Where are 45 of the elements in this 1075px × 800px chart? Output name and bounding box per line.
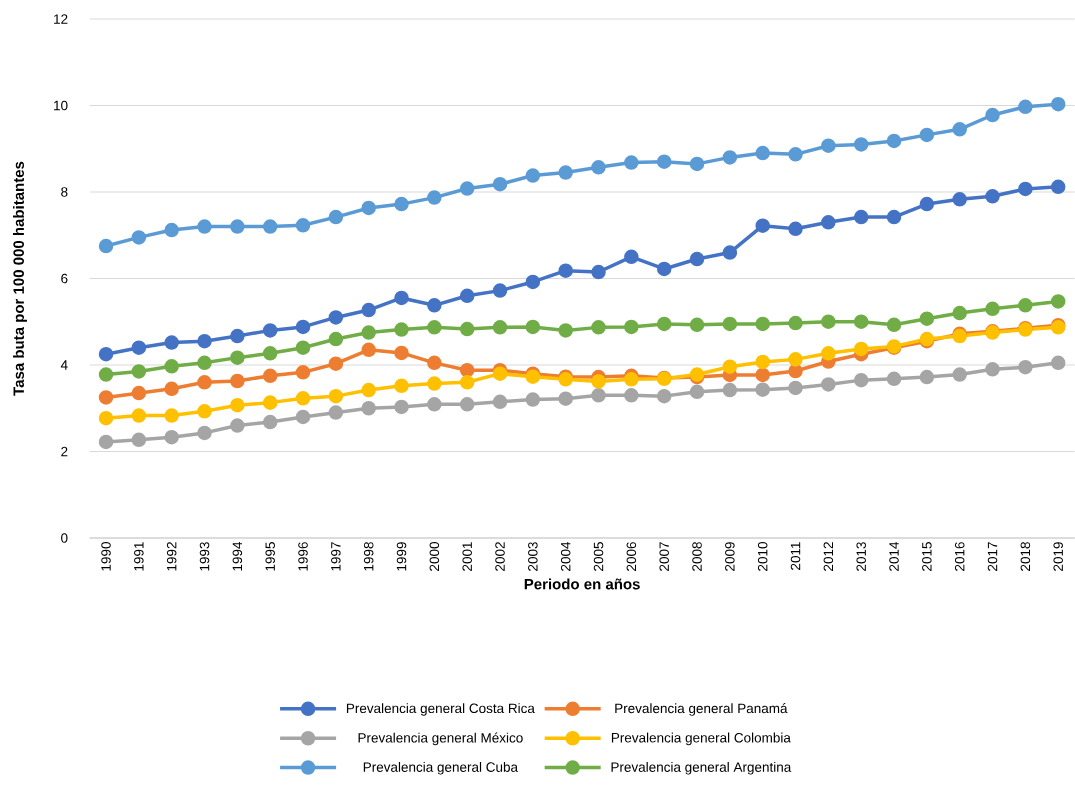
legend-label: Prevalencia general Panamá — [615, 703, 788, 716]
x-tick-label: 1996 — [298, 542, 308, 571]
y-tick-label: 12 — [54, 14, 68, 24]
y-tick-label: 10 — [54, 100, 68, 111]
legend-label: Prevalencia general México — [358, 732, 523, 746]
x-tick-label: 2006 — [626, 542, 637, 571]
x-tick-label: 2018 — [1020, 542, 1031, 571]
x-tick-label: 2002 — [495, 542, 505, 571]
x-tick-label: 2013 — [856, 542, 866, 571]
x-tick-label: 1995 — [265, 542, 275, 571]
x-tick-label: 1994 — [232, 541, 243, 571]
x-tick-label: 2005 — [593, 542, 604, 571]
x-tick-label: 1999 — [396, 542, 407, 571]
x-tick-label: 2012 — [823, 542, 834, 571]
x-tick-label: 2008 — [692, 542, 702, 571]
y-axis-title: Tasa buta por 100 000 habitantes — [12, 161, 27, 396]
legend-label: Prevalencia general Argentina — [611, 761, 792, 775]
x-tick-label: 1993 — [199, 542, 210, 571]
x-tick-label: 1998 — [363, 542, 374, 571]
x-tick-label: 2001 — [462, 542, 472, 571]
x-tick-label: 2003 — [528, 542, 538, 571]
x-tick-label: 2009 — [725, 542, 735, 571]
x-tick-label: 2010 — [757, 542, 768, 571]
x-tick-label: 2019 — [1053, 542, 1063, 571]
x-tick-label: 2007 — [659, 542, 669, 571]
x-tick-label: 2014 — [889, 541, 899, 571]
x-tick-label: 2000 — [429, 542, 440, 571]
y-tick-label: 4 — [60, 360, 68, 370]
x-tick-label: 1997 — [331, 542, 341, 571]
legend-label: Prevalencia general Costa Rica — [346, 703, 535, 716]
x-tick-label: 2015 — [922, 542, 932, 571]
x-tick-label: 2016 — [954, 542, 965, 571]
legend-label: Prevalencia general Colombia — [611, 732, 791, 746]
x-tick-label: 1991 — [134, 542, 144, 571]
x-tick-label: 1990 — [101, 542, 111, 571]
x-tick-label: 2017 — [987, 542, 998, 571]
y-tick-label: 8 — [61, 187, 68, 197]
x-tick-label: 2011 — [790, 542, 801, 570]
x-tick-label: 1992 — [166, 542, 177, 571]
x-tick-label: 2004 — [560, 541, 571, 571]
legend-label: Prevalencia general Cuba — [363, 761, 519, 775]
y-tick-label: 2 — [61, 446, 68, 457]
y-tick-label: 6 — [61, 273, 68, 284]
y-tick-label: 0 — [61, 533, 68, 543]
x-axis-title: Periodo en años — [524, 578, 640, 590]
